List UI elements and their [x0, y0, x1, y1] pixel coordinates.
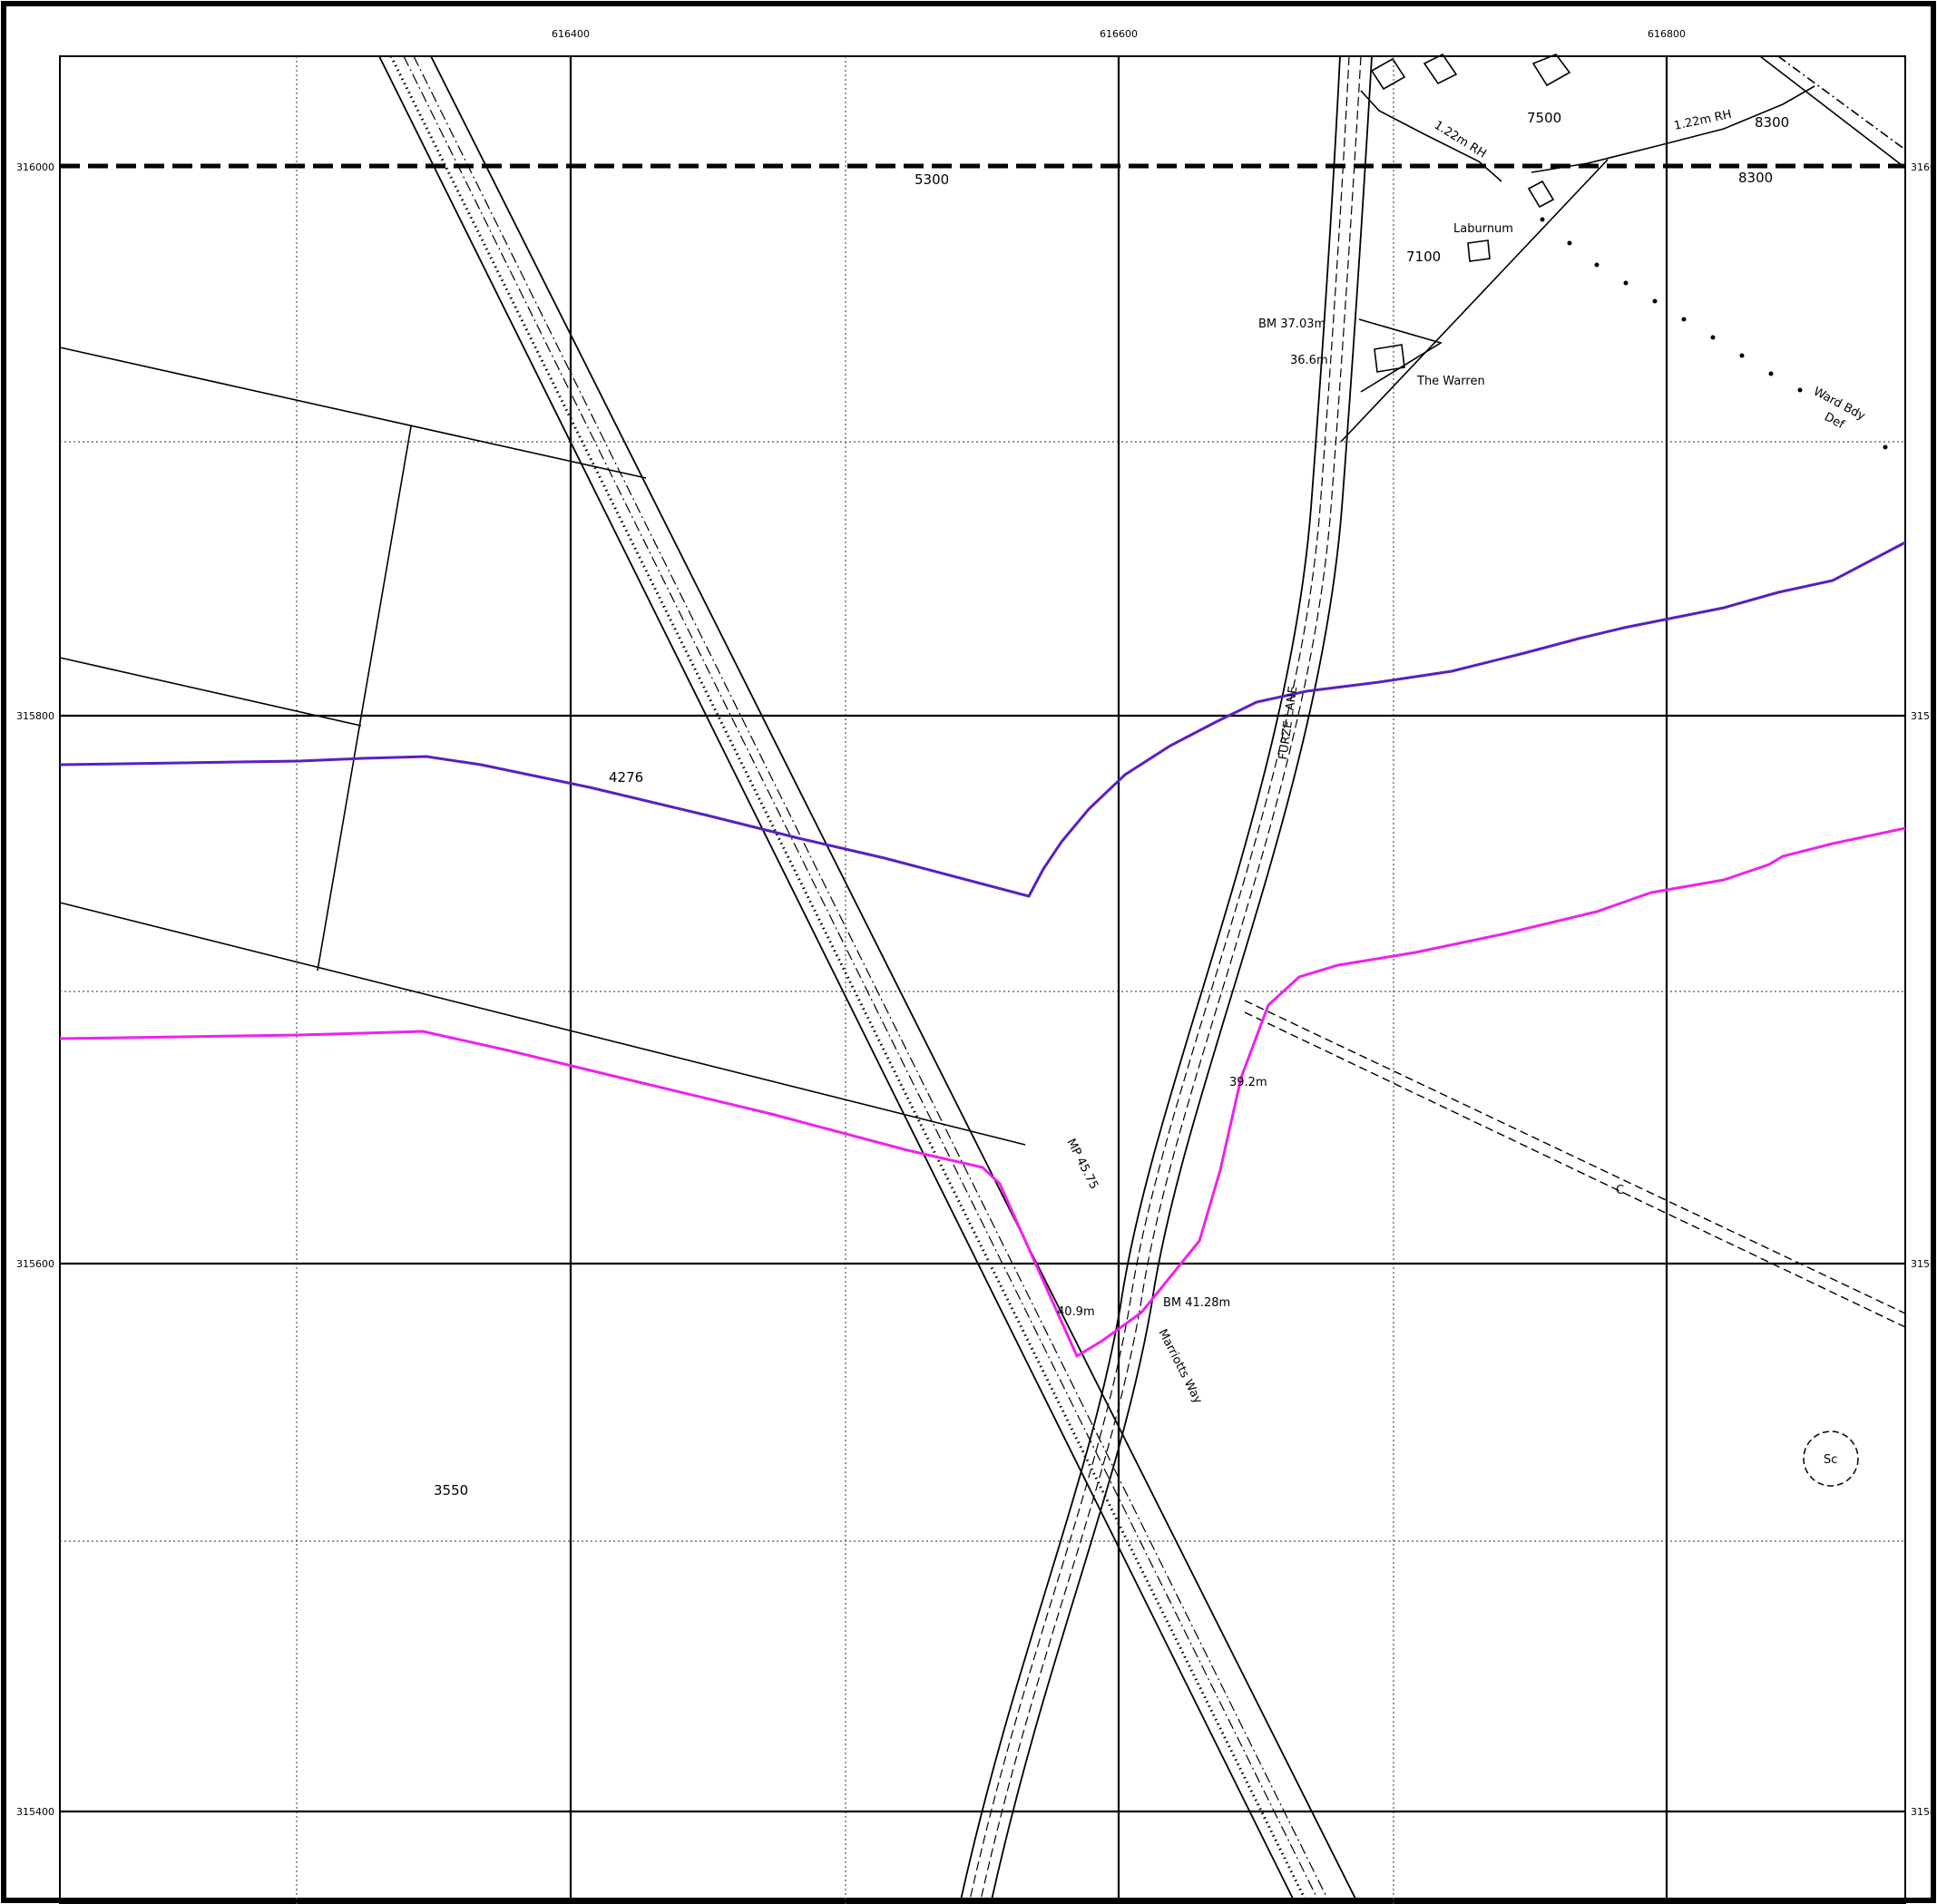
spot-height-2: 39.2m — [1229, 1076, 1267, 1089]
minor-grid — [60, 56, 1905, 1904]
laburnum-label: Laburnum — [1453, 222, 1513, 236]
northing-label-315600: 315600 — [16, 1258, 54, 1270]
parcel-8300-top: 8300 — [1755, 114, 1789, 131]
easting-label-616800: 616800 — [1648, 28, 1686, 40]
tree-label: Sc — [1824, 1453, 1837, 1467]
northing-label-315400: 315400 — [16, 1806, 54, 1818]
rh-label-left: 1.22m RH — [1432, 119, 1489, 161]
benchmark-label-2: BM 41.28m — [1163, 1296, 1230, 1310]
marriotts-way-label: Marriotts Way — [1155, 1327, 1204, 1406]
benchmark-label-1: BM 37.03m — [1258, 317, 1326, 331]
parcel-4276: 4276 — [609, 769, 643, 786]
purple-boundary-line — [59, 541, 1906, 898]
field-boundaries — [59, 55, 1906, 1146]
magenta-boundary-line — [59, 826, 1906, 1359]
milepost-label: MP 45.75 — [1063, 1137, 1101, 1192]
parcel-3550: 3550 — [434, 1482, 468, 1499]
northing-label-right-3158: 3158 — [1911, 710, 1936, 722]
spot-height-3: 40.9m — [1057, 1305, 1095, 1319]
the-warren-label: The Warren — [1416, 375, 1485, 388]
easting-label-616400: 616400 — [552, 28, 590, 40]
map-inner-border — [59, 55, 1906, 1904]
easting-label-616600: 616600 — [1100, 28, 1138, 40]
parcel-7100: 7100 — [1406, 249, 1441, 265]
major-grid — [60, 56, 1905, 1904]
buildings — [1370, 53, 1571, 373]
marriotts-way-path — [378, 55, 1359, 1904]
northing-label-315800: 315800 — [16, 710, 54, 722]
dashed-track — [1244, 1000, 1906, 1328]
northing-label-316000: 316000 — [16, 161, 54, 173]
parcel-7500: 7500 — [1527, 110, 1561, 126]
northing-label-right-3154: 3154 — [1911, 1806, 1936, 1818]
furze-lane-road — [959, 55, 1373, 1904]
ward-boundary-dots — [1540, 217, 1888, 450]
parcel-8300: 8300 — [1738, 170, 1773, 186]
tree-symbol — [1803, 1430, 1859, 1487]
spot-height-1: 36.6m — [1290, 354, 1328, 367]
northing-label-right-3160: 3160 — [1911, 161, 1936, 173]
northing-label-right-3156: 3156 — [1911, 1258, 1936, 1270]
track-c-mark: C — [1616, 1184, 1624, 1197]
parcel-5300: 5300 — [915, 171, 949, 188]
